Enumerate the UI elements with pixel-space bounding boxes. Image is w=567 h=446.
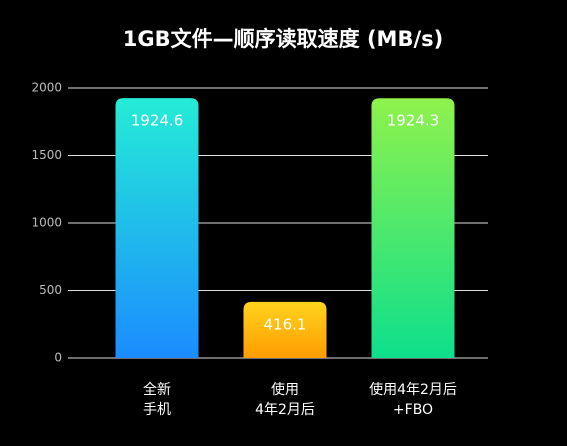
value-label: 416.1 [264, 315, 307, 333]
y-tick-label: 500 [39, 283, 62, 297]
bar [115, 98, 199, 358]
value-label: 1924.3 [387, 112, 440, 130]
chart-title: 1GB文件—顺序读取速度 (MB/s) [123, 27, 443, 51]
x-tick-label: 手机 [143, 402, 171, 418]
bar [371, 98, 455, 359]
y-tick-label: 1500 [31, 148, 62, 162]
bar [243, 301, 327, 358]
x-tick-label: 使用 [271, 381, 299, 398]
y-tick-label: 1000 [31, 216, 62, 230]
x-tick-label: 4年2月后 [255, 402, 315, 418]
y-tick-label: 2000 [31, 81, 62, 95]
x-tick-label: 全新 [143, 381, 171, 398]
x-tick-label: 使用4年2月后 [369, 381, 457, 398]
x-tick-label: +FBO [393, 402, 433, 418]
value-label: 1924.6 [131, 112, 184, 130]
y-tick-label: 0 [54, 351, 62, 365]
